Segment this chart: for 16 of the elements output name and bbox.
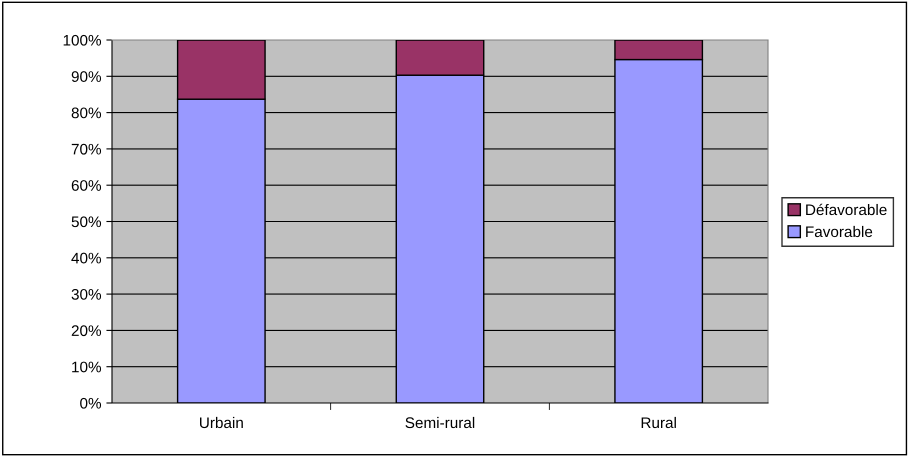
y-tick-label: 80% (72, 107, 102, 118)
x-tick-label: Rural (642, 416, 676, 428)
y-tick-label: 20% (72, 325, 102, 336)
y-tick-label: 30% (72, 288, 102, 300)
y-tick-label: 40% (71, 252, 102, 264)
x-tick-label: Semi-rural (405, 416, 474, 428)
y-tick-label: 10% (72, 362, 102, 372)
y-tick-label: 100% (64, 34, 102, 46)
y-tick-label: 50% (72, 216, 102, 228)
y-tick-label: 60% (72, 180, 102, 191)
y-tick-label: 90% (72, 71, 102, 82)
x-tick-label: Urbain (200, 416, 243, 428)
y-tick-label: 70% (72, 144, 102, 155)
y-tick-label: 0% (80, 398, 102, 409)
legend-label: Favorable (806, 226, 872, 238)
legend-label: Défavorable (806, 204, 887, 216)
